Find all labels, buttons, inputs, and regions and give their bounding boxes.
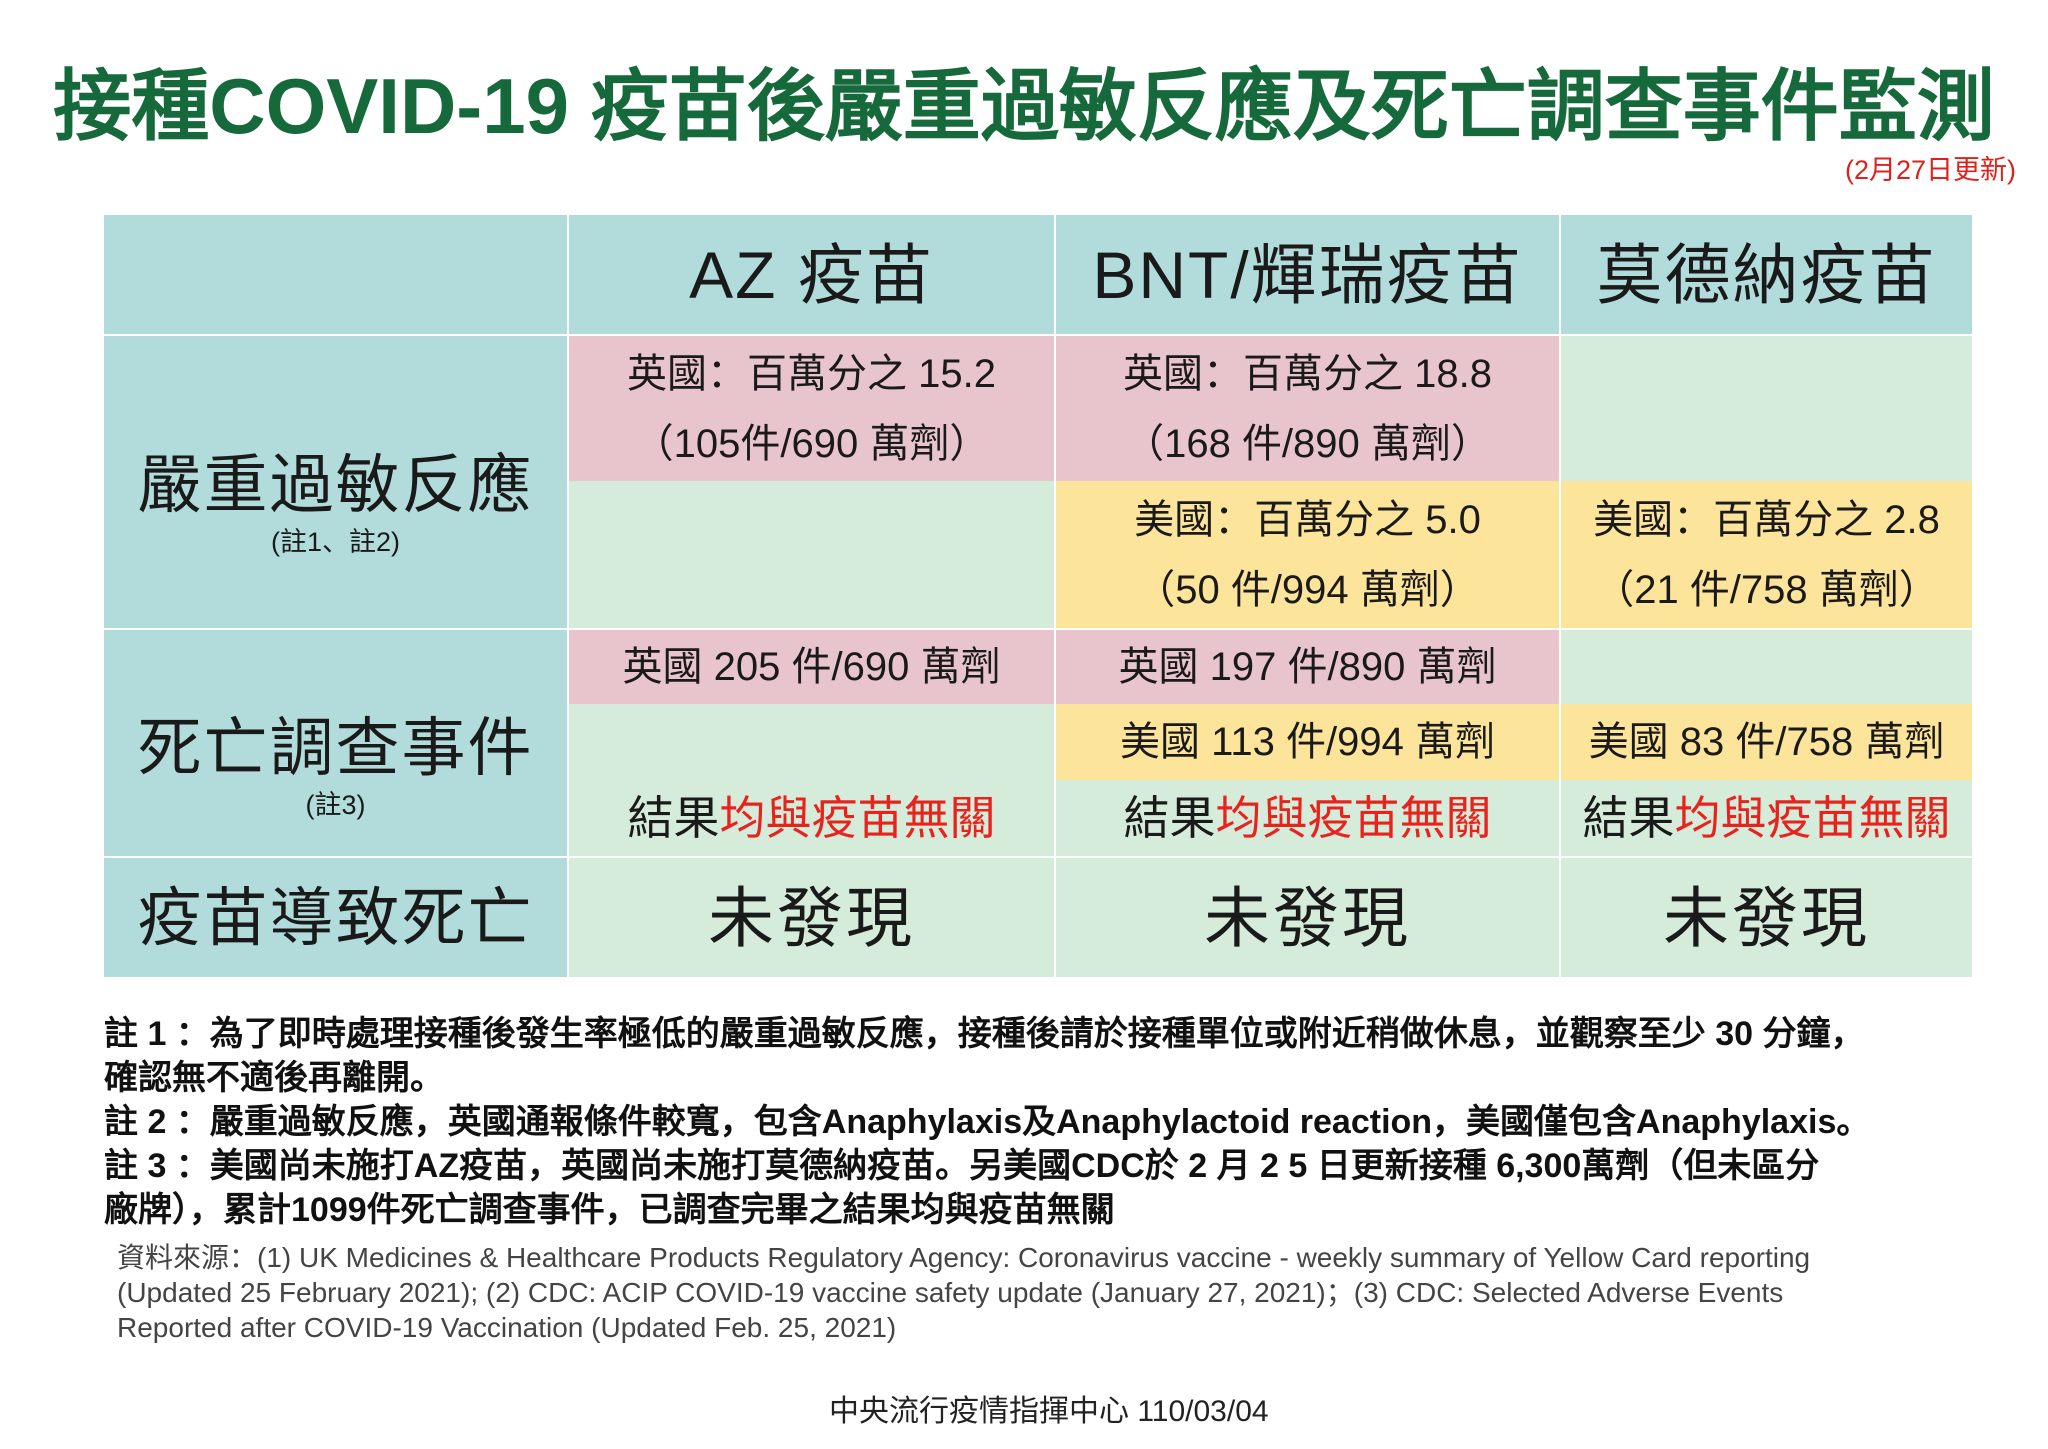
anaphylaxis-bnt-us-count: （50 件/994 萬劑） xyxy=(1135,567,1480,612)
anaphylaxis-bnt-uk-rate: 英國：百萬分之 18.8 xyxy=(1123,351,1492,396)
anaphylaxis-label: 嚴重過敏反應 xyxy=(137,449,534,521)
header-moderna-label: 莫德納疫苗 xyxy=(1596,237,1937,312)
vaccine-caused-death-moderna-value: 未發現 xyxy=(1663,880,1870,955)
deaths-bnt-uk-cell: 英國 197 件/890 萬劑 xyxy=(1056,630,1559,704)
footer-credit: 中央流行疫情指揮中心 110/03/04 xyxy=(829,1395,1269,1428)
vaccine-caused-death-az-cell: 未發現 xyxy=(569,858,1054,977)
deaths-moderna-result: 結果均與疫苗無關 xyxy=(1583,788,1951,848)
row-label-anaphylaxis: 嚴重過敏反應 (註1、註2) xyxy=(104,336,567,628)
updated-date: (2月27日更新) xyxy=(1844,155,2016,185)
deaths-bnt-us-value: 美國 113 件/994 萬劑 xyxy=(1120,720,1495,764)
deaths-az-result: 結果均與疫苗無關 xyxy=(628,788,996,848)
result-prefix: 結果 xyxy=(1582,792,1675,844)
vaccine-caused-death-label: 疫苗導致死亡 xyxy=(137,881,534,954)
anaphylaxis-az-uk-count: （105件/690 萬劑） xyxy=(633,421,990,466)
anaphylaxis-bnt-us-rate: 美國：百萬分之 5.0 xyxy=(1134,497,1481,542)
note-1-line-2: 確認無不適後再離開。 xyxy=(104,1059,444,1097)
deaths-az-result-cell: 結果均與疫苗無關 xyxy=(569,780,1054,856)
result-highlight: 均與疫苗無關 xyxy=(1215,792,1492,844)
anaphylaxis-az-uk-rate: 英國：百萬分之 15.2 xyxy=(627,351,996,396)
result-prefix: 結果 xyxy=(627,792,720,844)
row-label-vaccine-caused-death: 疫苗導致死亡 xyxy=(104,858,567,977)
deaths-moderna-result-cell: 結果均與疫苗無關 xyxy=(1561,780,1972,856)
anaphylaxis-az-uk-cell: 英國：百萬分之 15.2 （105件/690 萬劑） xyxy=(569,336,1054,481)
vaccine-caused-death-bnt-cell: 未發現 xyxy=(1056,858,1559,977)
deaths-moderna-us-cell: 美國 83 件/758 萬劑 xyxy=(1561,704,1972,780)
anaphylaxis-bnt-us-cell: 美國：百萬分之 5.0 （50 件/994 萬劑） xyxy=(1056,481,1559,628)
table-corner-cell xyxy=(104,215,567,334)
note-2-line-1: 註 2 ：嚴重過敏反應，英國通報條件較寬，包含Anaphylaxis及Anaph… xyxy=(104,1103,1871,1141)
anaphylaxis-note-ref: (註1、註2) xyxy=(270,527,400,557)
note-3-line-1: 註 3 ：美國尚未施打AZ疫苗，英國尚未施打莫德納疫苗。另美國CDC於 2 月 … xyxy=(104,1147,1820,1185)
vaccine-caused-death-bnt-value: 未發現 xyxy=(1204,880,1411,955)
anaphylaxis-bnt-uk-count: （168 件/890 萬劑） xyxy=(1124,421,1491,466)
deaths-moderna-us-value: 美國 83 件/758 萬劑 xyxy=(1588,720,1945,764)
result-highlight: 均與疫苗無關 xyxy=(719,792,996,844)
vaccine-caused-death-moderna-cell: 未發現 xyxy=(1561,858,1972,977)
result-highlight: 均與疫苗無關 xyxy=(1674,792,1951,844)
header-moderna: 莫德納疫苗 xyxy=(1561,215,1972,334)
result-prefix: 結果 xyxy=(1123,792,1216,844)
deaths-bnt-uk-value: 英國 197 件/890 萬劑 xyxy=(1118,645,1497,689)
page-title: 接種COVID-19 疫苗後嚴重過敏反應及死亡調查事件監測 xyxy=(53,62,1995,150)
sources-section: 資料來源：(1) UK Medicines & Healthcare Produ… xyxy=(117,1240,1810,1345)
source-line-1: 資料來源：(1) UK Medicines & Healthcare Produ… xyxy=(117,1242,1811,1273)
anaphylaxis-moderna-us-cell: 美國：百萬分之 2.8 （21 件/758 萬劑） xyxy=(1561,481,1972,628)
anaphylaxis-moderna-uk-empty-cell xyxy=(1561,336,1972,481)
deaths-moderna-uk-empty-cell xyxy=(1561,630,1972,704)
anaphylaxis-bnt-uk-cell: 英國：百萬分之 18.8 （168 件/890 萬劑） xyxy=(1056,336,1559,481)
deaths-note-ref: (註3) xyxy=(305,790,366,820)
vaccine-caused-death-az-value: 未發現 xyxy=(708,880,915,955)
deaths-bnt-result: 結果均與疫苗無關 xyxy=(1124,788,1492,848)
deaths-az-uk-cell: 英國 205 件/690 萬劑 xyxy=(569,630,1054,704)
header-bnt: BNT/輝瑞疫苗 xyxy=(1056,215,1559,334)
header-az-label: AZ 疫苗 xyxy=(689,237,934,312)
notes-section: 註 1 ：為了即時處理接種後發生率極低的嚴重過敏反應，接種後請於接種單位或附近稍… xyxy=(104,1012,1870,1232)
source-line-2: (Updated 25 February 2021); (2) CDC: ACI… xyxy=(117,1277,1784,1308)
deaths-label: 死亡調查事件 xyxy=(137,712,534,784)
note-1-line-1: 註 1 ：為了即時處理接種後發生率極低的嚴重過敏反應，接種後請於接種單位或附近稍… xyxy=(104,1015,1865,1053)
deaths-az-us-empty-cell xyxy=(569,704,1054,780)
anaphylaxis-az-us-empty-cell xyxy=(569,481,1054,628)
note-3-line-2: 廠牌），累計1099件死亡調查事件，已調查完畢之結果均與疫苗無關 xyxy=(104,1191,1115,1229)
deaths-az-uk-value: 英國 205 件/690 萬劑 xyxy=(622,645,1001,689)
deaths-bnt-us-cell: 美國 113 件/994 萬劑 xyxy=(1056,704,1559,780)
deaths-bnt-result-cell: 結果均與疫苗無關 xyxy=(1056,780,1559,856)
source-line-3: Reported after COVID-19 Vaccination (Upd… xyxy=(117,1312,897,1343)
header-bnt-label: BNT/輝瑞疫苗 xyxy=(1092,237,1523,312)
header-az: AZ 疫苗 xyxy=(569,215,1054,334)
row-label-deaths: 死亡調查事件 (註3) xyxy=(104,630,567,856)
anaphylaxis-moderna-us-count: （21 件/758 萬劑） xyxy=(1594,567,1939,612)
anaphylaxis-moderna-us-rate: 美國：百萬分之 2.8 xyxy=(1593,497,1940,542)
